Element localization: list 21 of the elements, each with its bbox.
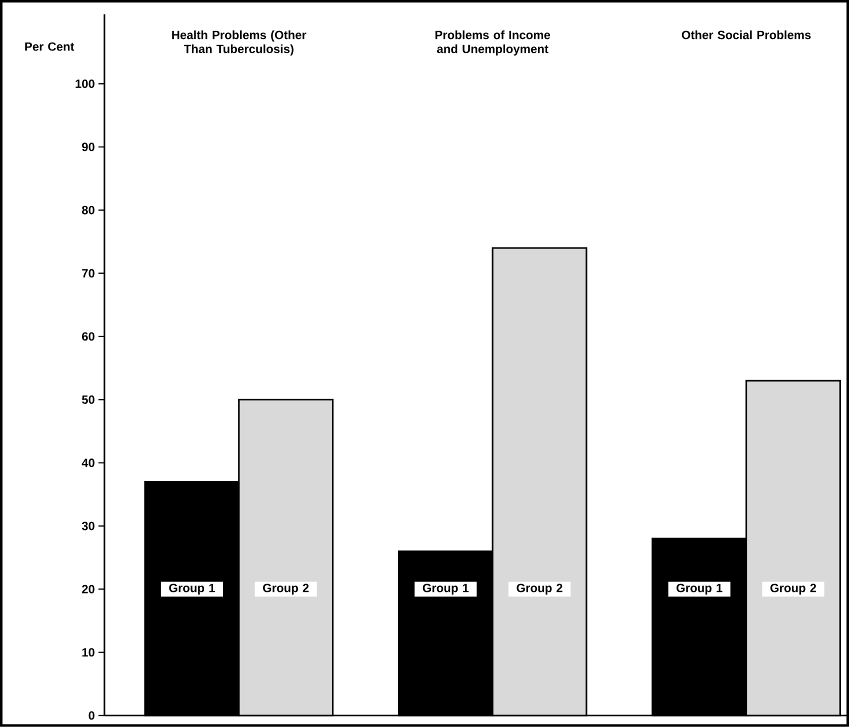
y-tick-label: 100	[76, 80, 94, 88]
series-label: Group 1	[422, 584, 469, 595]
y-tick-label: 70	[82, 269, 94, 278]
y-tick-label: 0	[88, 711, 94, 720]
y-tick-label: 90	[82, 142, 94, 152]
y-tick-label: 40	[82, 458, 94, 468]
text: Group 2	[516, 584, 562, 595]
text: Group 1	[169, 584, 215, 595]
text: Group 1	[676, 584, 722, 595]
y-tick-label: 20	[82, 585, 94, 594]
text: Group 2	[770, 584, 816, 595]
y-axis-title: Per Cent	[25, 42, 74, 51]
y-tick-label: 60	[82, 332, 94, 341]
x-tick-label: Health Problems (Other Than Tuberculosis)	[172, 30, 306, 56]
y-tick-label: 30	[82, 522, 94, 530]
y-tick-label: 50	[82, 395, 94, 404]
y-tick-label: 10	[82, 648, 94, 657]
y-tick-label: 80	[82, 206, 94, 214]
x-tick-label: Other Social Problems	[682, 30, 811, 40]
x-tick-label: Problems of Income and Unemployment	[435, 30, 550, 56]
series-label: Group 2	[263, 584, 309, 595]
